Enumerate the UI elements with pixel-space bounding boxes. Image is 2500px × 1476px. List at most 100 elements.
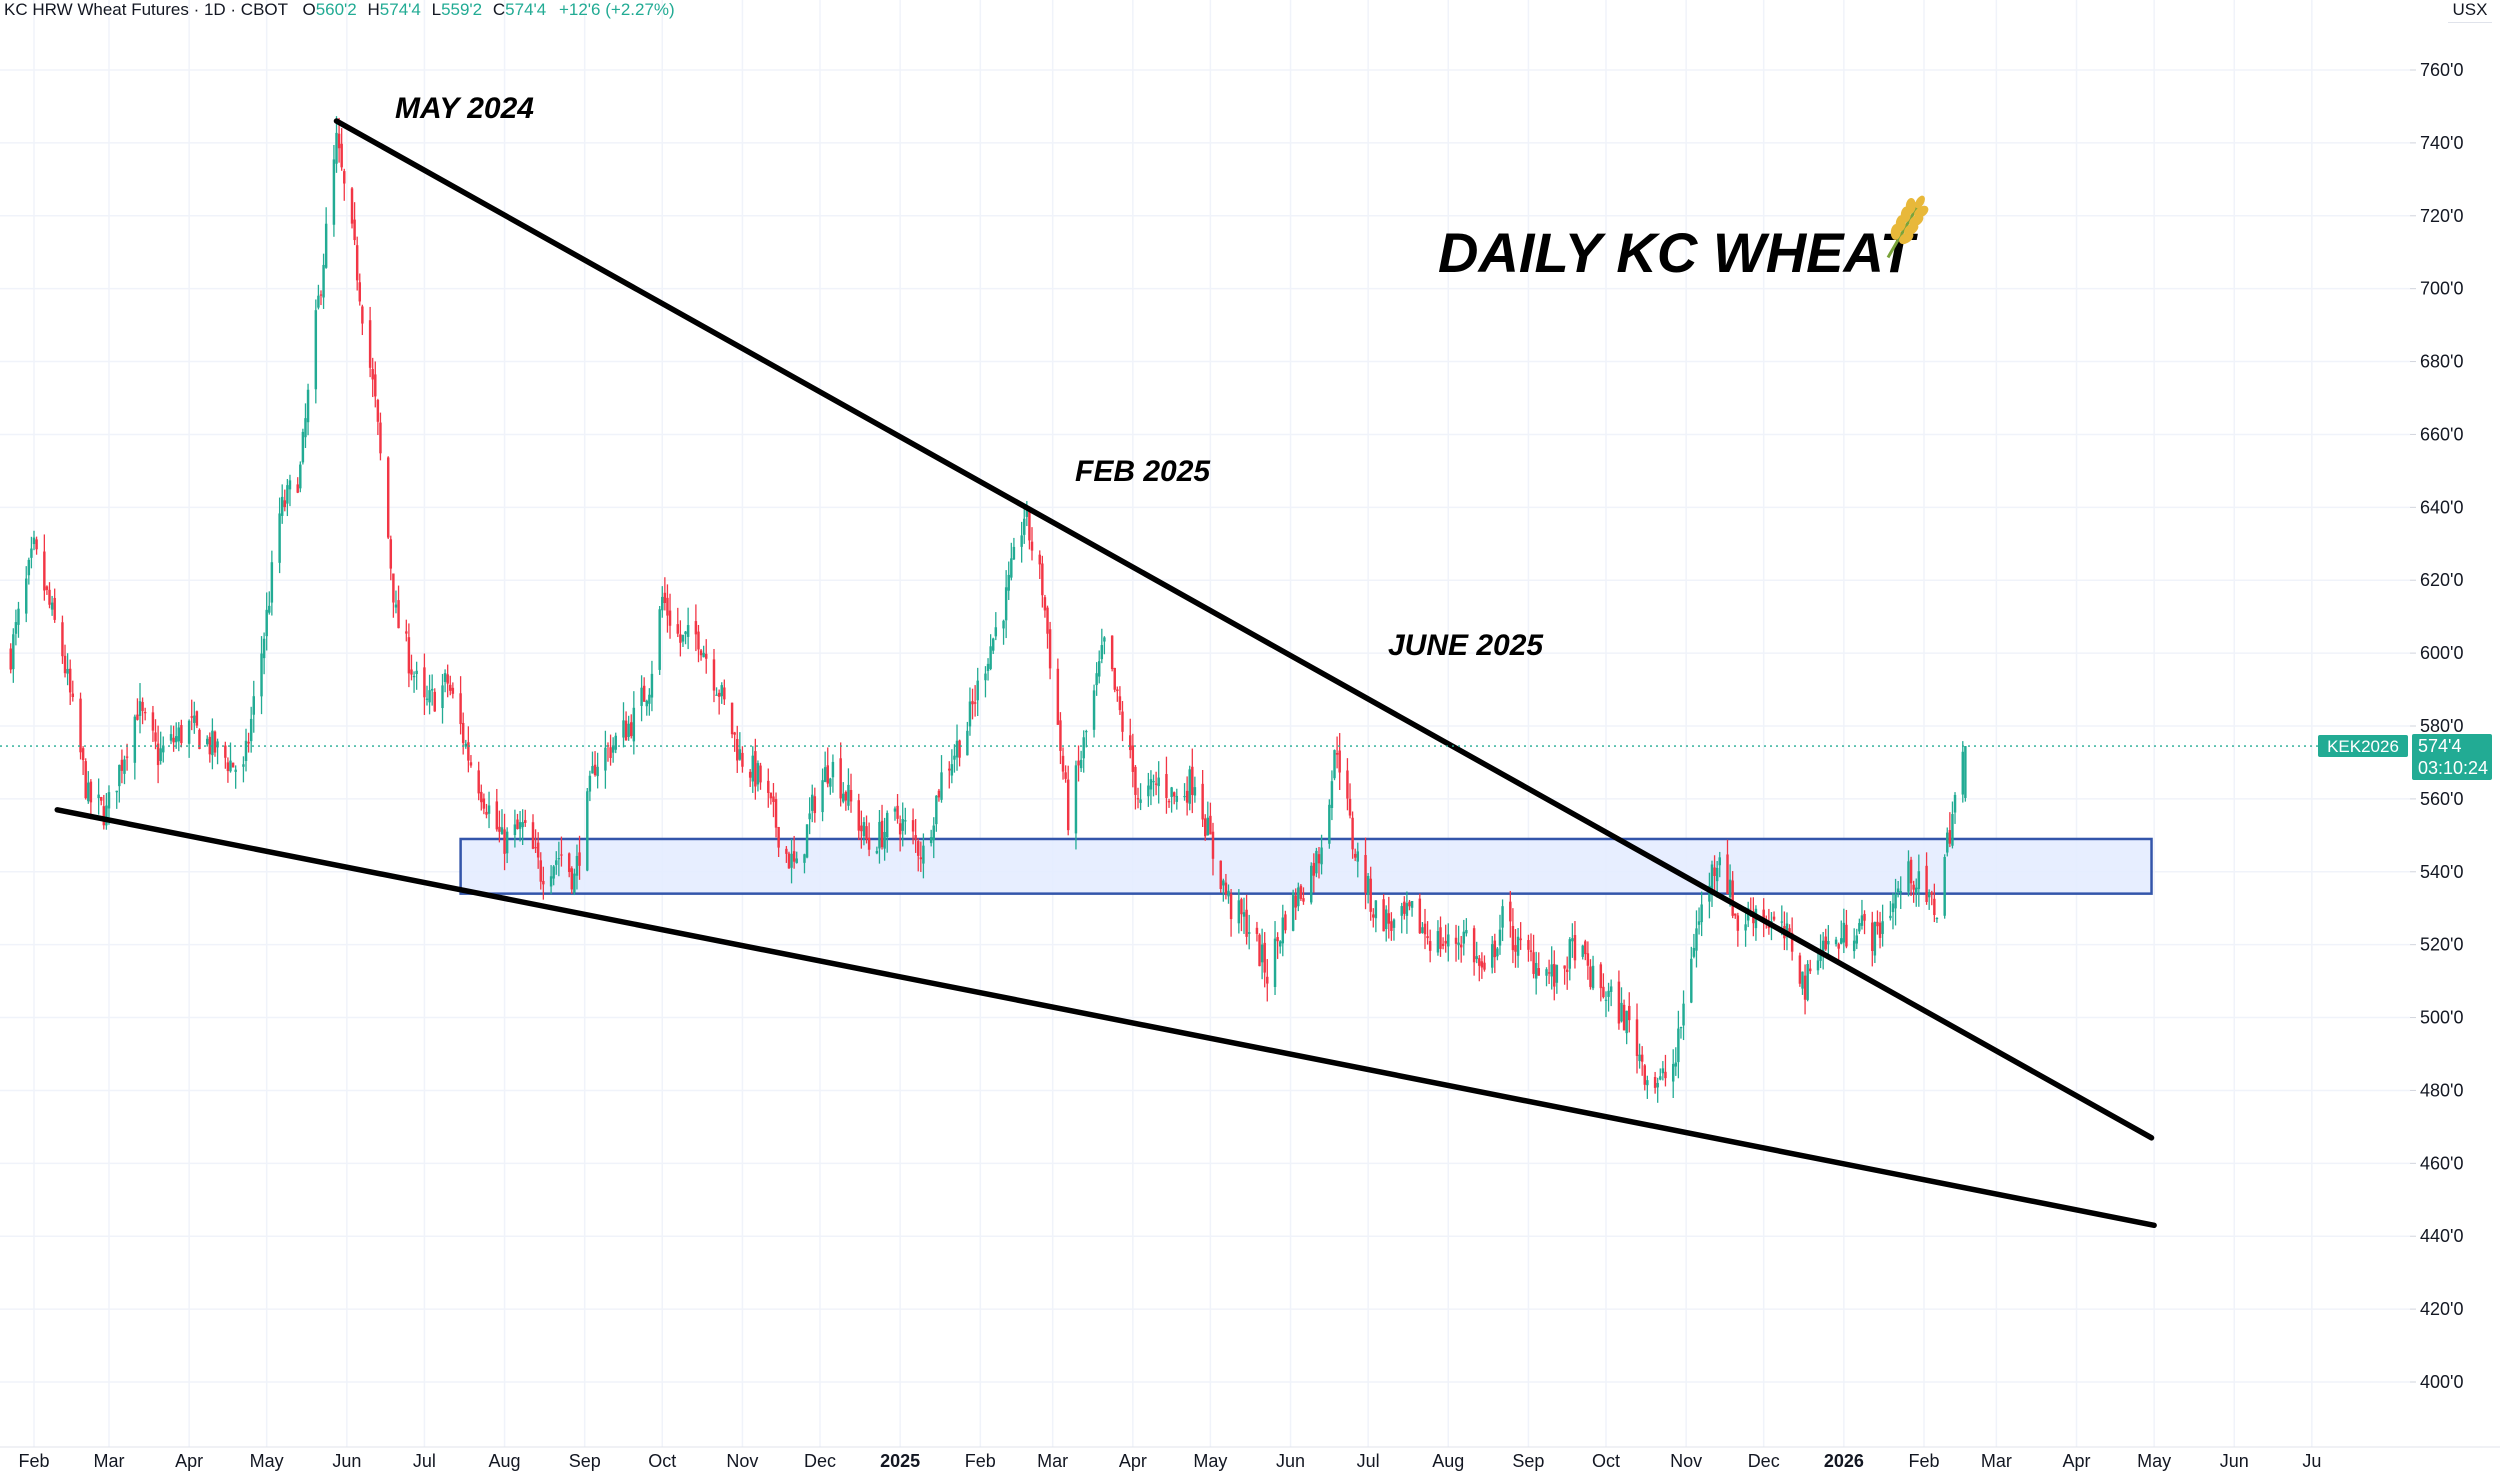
candle bbox=[1134, 765, 1137, 810]
currency-button[interactable]: USX bbox=[2448, 0, 2492, 23]
candle bbox=[904, 807, 907, 835]
time-axis[interactable]: Feb Mar Apr May Jun Jul Aug Sep Oct Nov Dec 2025 Feb… bbox=[0, 1446, 2500, 1471]
candle bbox=[1330, 770, 1334, 821]
candle bbox=[1315, 847, 1318, 878]
candle bbox=[35, 536, 38, 555]
candle bbox=[1591, 955, 1595, 991]
candle bbox=[1405, 891, 1409, 934]
candle bbox=[1664, 1054, 1667, 1087]
candle bbox=[125, 743, 129, 771]
candle bbox=[244, 728, 248, 772]
candle bbox=[857, 793, 861, 841]
candle bbox=[1690, 946, 1693, 1004]
x-tick-label: Jul bbox=[413, 1451, 436, 1471]
candle bbox=[847, 768, 850, 811]
candle bbox=[1372, 908, 1375, 928]
candle bbox=[324, 207, 328, 269]
candle bbox=[790, 839, 793, 884]
candle bbox=[260, 636, 263, 715]
candle bbox=[118, 764, 121, 803]
candle bbox=[1030, 527, 1034, 561]
low-value: 559'2 bbox=[441, 0, 483, 19]
candle bbox=[860, 810, 863, 849]
candle bbox=[1400, 902, 1403, 934]
chart-title: DAILY KC WHEAT bbox=[1438, 221, 1919, 284]
candle bbox=[208, 732, 212, 763]
upper-trendline[interactable] bbox=[333, 118, 2155, 1141]
candle bbox=[1516, 928, 1520, 968]
candle bbox=[1744, 907, 1747, 947]
candle bbox=[645, 699, 648, 716]
candle bbox=[878, 810, 881, 864]
candle bbox=[1700, 891, 1703, 937]
candle bbox=[1661, 1061, 1665, 1081]
candle bbox=[1483, 955, 1486, 972]
candle bbox=[288, 474, 292, 507]
candle bbox=[1229, 889, 1233, 937]
candle bbox=[322, 253, 325, 309]
candle bbox=[123, 755, 126, 785]
candle bbox=[1092, 684, 1096, 738]
candle bbox=[498, 810, 501, 843]
candle bbox=[430, 674, 434, 706]
candle bbox=[661, 586, 664, 618]
candle bbox=[1604, 991, 1608, 1018]
candle bbox=[1046, 605, 1049, 649]
candle bbox=[1273, 921, 1277, 996]
x-tick-label: May bbox=[2137, 1451, 2171, 1471]
candle bbox=[1537, 952, 1540, 976]
candle bbox=[1103, 636, 1106, 655]
candle bbox=[1550, 946, 1553, 990]
candle bbox=[1421, 922, 1424, 934]
candle bbox=[224, 741, 227, 769]
candle bbox=[1222, 878, 1225, 902]
y-tick-label: 680'0 bbox=[2420, 352, 2463, 372]
candle bbox=[1480, 952, 1484, 979]
candle bbox=[1312, 853, 1316, 893]
candle bbox=[1935, 917, 1939, 923]
candle bbox=[1946, 827, 1949, 857]
candle bbox=[216, 738, 219, 765]
candle bbox=[1589, 959, 1592, 990]
candle bbox=[1927, 889, 1931, 910]
symbol-label[interactable]: KC HRW Wheat Futures · 1D · CBOT bbox=[4, 0, 288, 19]
candle bbox=[1441, 937, 1445, 950]
candle bbox=[573, 868, 576, 896]
candle bbox=[138, 683, 142, 734]
candle bbox=[1023, 504, 1026, 544]
candle bbox=[640, 675, 643, 722]
candle bbox=[1028, 510, 1031, 550]
candle bbox=[231, 762, 235, 768]
candle bbox=[948, 761, 951, 789]
candle bbox=[159, 731, 162, 765]
candle bbox=[229, 742, 232, 773]
candle bbox=[1423, 908, 1427, 950]
x-tick-label: Aug bbox=[489, 1451, 521, 1471]
candle bbox=[593, 751, 597, 777]
candle bbox=[319, 290, 323, 306]
candle bbox=[630, 714, 633, 739]
candle bbox=[694, 604, 698, 652]
candle bbox=[1527, 934, 1530, 962]
candle bbox=[862, 817, 866, 846]
candle bbox=[1871, 911, 1874, 967]
candle bbox=[1809, 959, 1812, 974]
candle bbox=[591, 751, 594, 774]
price-tag-price: 574'4 bbox=[2418, 736, 2461, 756]
candle bbox=[1152, 774, 1155, 797]
y-tick-label: 740'0 bbox=[2420, 133, 2463, 153]
candle bbox=[25, 566, 28, 623]
candle bbox=[557, 841, 561, 877]
x-tick-label: Feb bbox=[1908, 1451, 1939, 1471]
candle bbox=[415, 661, 418, 690]
candle bbox=[1043, 594, 1047, 618]
lower-trendline[interactable] bbox=[54, 807, 2157, 1229]
candle bbox=[270, 550, 274, 616]
candle bbox=[1840, 920, 1843, 945]
support-zone[interactable] bbox=[459, 837, 2153, 895]
candle bbox=[247, 732, 250, 753]
x-tick-label: Oct bbox=[648, 1451, 676, 1471]
candle bbox=[32, 530, 36, 551]
